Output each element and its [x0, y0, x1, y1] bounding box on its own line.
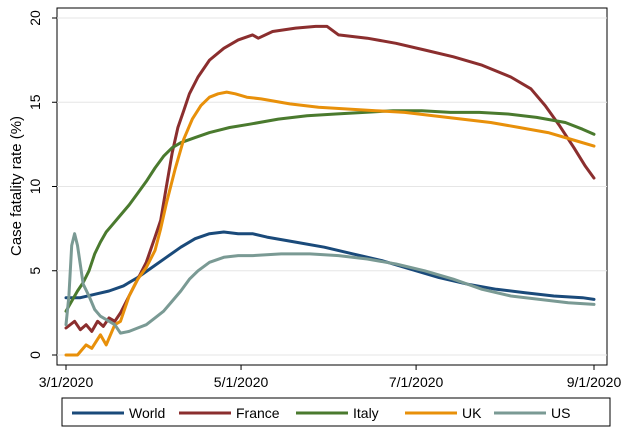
series-line-us	[64, 232, 596, 335]
legend-label-world: World	[129, 405, 165, 421]
x-tick-label: 9/1/2020	[567, 374, 622, 390]
series-line-uk	[64, 90, 596, 357]
x-axis: 3/1/2020 5/1/2020 7/1/2020 9/1/2020	[39, 365, 622, 390]
y-tick-label: 15	[27, 94, 43, 110]
series-lines	[64, 24, 596, 357]
series-line-world	[64, 230, 596, 301]
series-line-italy	[64, 109, 596, 313]
x-tick-label: 7/1/2020	[389, 374, 444, 390]
legend-label-us: US	[551, 405, 570, 421]
y-axis: 0 5 10 15 20	[27, 10, 57, 359]
legend-label-france: France	[236, 405, 280, 421]
y-tick-label: 5	[27, 267, 43, 275]
legend-label-italy: Italy	[353, 405, 379, 421]
y-tick-label: 20	[27, 10, 43, 26]
y-tick-label: 10	[27, 179, 43, 195]
y-tick-label: 0	[27, 351, 43, 359]
x-tick-label: 3/1/2020	[39, 374, 94, 390]
legend-label-uk: UK	[462, 405, 482, 421]
legend: World France Italy UK US	[72, 405, 570, 421]
y-axis-title: Case fatality rate (%)	[8, 116, 25, 256]
x-tick-label: 5/1/2020	[214, 374, 269, 390]
series-line-france	[64, 24, 596, 333]
